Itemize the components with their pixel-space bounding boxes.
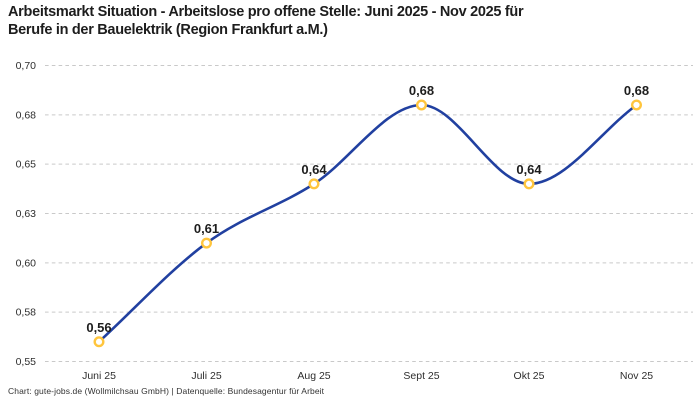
x-tick-label: Aug 25 — [297, 370, 330, 382]
y-tick-label: 0,68 — [16, 109, 37, 121]
data-point-label: 0,64 — [516, 162, 542, 177]
chart-title: Arbeitsmarkt Situation - Arbeitslose pro… — [8, 3, 696, 39]
data-point-marker — [93, 336, 105, 348]
data-point-marker — [523, 178, 535, 190]
x-tick-label: Juli 25 — [191, 370, 222, 382]
chart-title-line1: Arbeitsmarkt Situation - Arbeitslose pro… — [8, 4, 524, 20]
x-tick-label: Nov 25 — [620, 370, 653, 382]
data-point-marker — [308, 178, 320, 190]
data-point-marker — [631, 99, 643, 111]
x-tick-label: Okt 25 — [514, 370, 545, 382]
y-tick-label: 0,63 — [16, 208, 37, 220]
data-point-label: 0,68 — [409, 83, 434, 98]
chart-title-line2: Berufe in der Bauelektrik (Region Frankf… — [8, 22, 328, 38]
data-point-label: 0,64 — [301, 162, 327, 177]
data-point-marker — [200, 237, 212, 249]
chart-footer-credit: Chart: gute-jobs.de (Wollmilchsau GmbH) … — [8, 386, 325, 396]
y-tick-label: 0,70 — [16, 60, 37, 72]
data-line — [97, 103, 638, 344]
y-tick-label: 0,55 — [16, 356, 37, 368]
y-tick-label: 0,60 — [16, 257, 37, 269]
data-point-label: 0,68 — [624, 83, 649, 98]
y-tick-label: 0,58 — [16, 307, 37, 319]
data-point-label: 0,56 — [86, 320, 111, 335]
data-point-label: 0,61 — [194, 221, 219, 236]
x-tick-label: Sept 25 — [403, 370, 439, 382]
data-point-marker — [416, 99, 428, 111]
x-tick-label: Juni 25 — [82, 370, 116, 382]
y-tick-label: 0,65 — [16, 159, 37, 171]
